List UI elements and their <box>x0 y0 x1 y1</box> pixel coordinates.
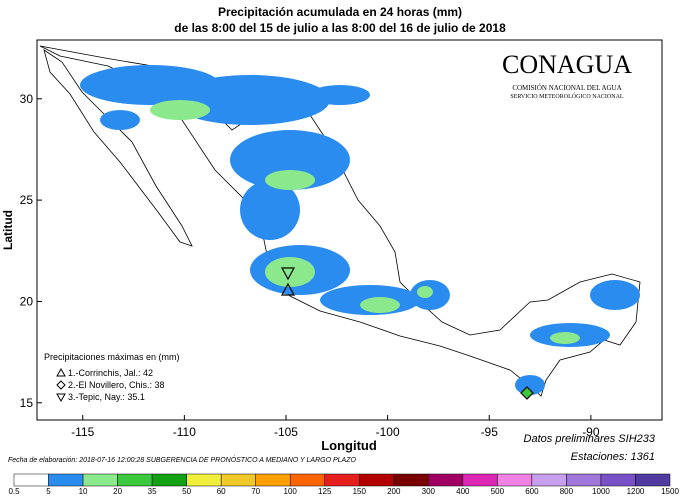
x-axis-label: Longitud <box>321 438 377 453</box>
colorbar-swatch <box>186 473 222 487</box>
colorbar-swatch <box>531 473 567 487</box>
colorbar-label: 500 <box>491 487 505 495</box>
colorbar-label: 1500 <box>661 487 679 495</box>
colorbar-label: 0.5 <box>8 487 20 495</box>
title: Precipitación acumulada en 24 horas (mm) <box>218 5 462 19</box>
colorbar-label: 70 <box>251 487 260 495</box>
colorbar-label: 200 <box>387 487 401 495</box>
legend-symbol <box>56 380 66 390</box>
colorbar-label: 10 <box>79 487 88 495</box>
maxima-entry: 3.-Tepic, Nay.: 35.1 <box>68 392 145 402</box>
legend-symbol <box>56 367 66 377</box>
colorbar-swatch <box>48 473 84 487</box>
colorbar-swatch <box>13 473 49 487</box>
colorbar-swatch <box>566 473 602 487</box>
footer-date: Fecha de elaboración: 2018-07-16 12:00:2… <box>8 455 356 464</box>
y-tick-label: 30 <box>20 92 34 106</box>
legend-symbol <box>56 393 66 403</box>
colorbar-swatch <box>635 473 671 487</box>
colorbar-label: 300 <box>422 487 436 495</box>
colorbar-label: 1200 <box>627 487 645 495</box>
colorbar-swatch <box>428 473 464 487</box>
marker-diamond <box>520 386 534 400</box>
x-tick-label: -115 <box>71 425 94 439</box>
colorbar-swatch <box>220 473 256 487</box>
colorbar-swatch <box>82 473 118 487</box>
y-tick-label: 25 <box>20 193 34 207</box>
colorbar-swatch <box>324 473 360 487</box>
colorbar-label: 60 <box>217 487 226 495</box>
colorbar-label: 50 <box>182 487 191 495</box>
y-tick-label: 20 <box>20 294 34 308</box>
peninsula-outline <box>43 49 193 247</box>
footer-stations: Estaciones: 1361 <box>571 451 655 463</box>
footer-note: Datos preliminares SIH233 <box>524 433 656 445</box>
colorbar-swatch <box>462 473 498 487</box>
maxima-entry: 2.-El Novillero, Chis.: 38 <box>68 380 165 390</box>
marker-inverted-triangle <box>280 267 296 281</box>
colorbar-swatch <box>600 473 636 487</box>
colorbar-label: 5 <box>46 487 51 495</box>
colorbar-swatch <box>255 473 291 487</box>
colorbar-label: 35 <box>148 487 157 495</box>
colorbar-swatch <box>359 473 395 487</box>
colorbar-label: 125 <box>318 487 332 495</box>
logo-line: SERVICIO METEOROLÓGICO NACIONAL <box>510 92 624 100</box>
colorbar-label: 800 <box>560 487 574 495</box>
x-tick-label: -100 <box>376 425 400 439</box>
x-tick-label: -95 <box>481 425 499 439</box>
map <box>36 39 663 421</box>
x-tick-label: -110 <box>173 425 196 439</box>
logo-line: COMISIÓN NACIONAL DEL AGUA <box>512 84 621 92</box>
station-markers <box>280 267 534 400</box>
colorbar: 0.5 5 10 20 35 50 60 70 100 125 150 200 300 400 500 600… <box>8 473 679 496</box>
colorbar-swatch <box>289 473 325 487</box>
colorbar-label: 20 <box>113 487 122 495</box>
logo-name: CONAGUA <box>502 50 632 79</box>
subtitle: de las 8:00 del 15 de julio a las 8:00 d… <box>174 21 506 35</box>
colorbar-label: 600 <box>525 487 539 495</box>
maxima-title: Precipitaciones máximas en (mm) <box>44 352 180 362</box>
colorbar-label: 400 <box>456 487 470 495</box>
colorbar-swatch <box>393 473 429 487</box>
colorbar-swatch <box>117 473 153 487</box>
rain-area-moderate <box>150 100 580 344</box>
colorbar-label: 1000 <box>592 487 610 495</box>
x-tick-label: -105 <box>274 425 298 439</box>
maxima-list: 1.-Corrinchis, Jal.: 42 2.-El Novillero,… <box>56 367 165 403</box>
colorbar-label: 150 <box>353 487 367 495</box>
y-tick-label: 15 <box>20 396 34 410</box>
colorbar-swatch <box>151 473 187 487</box>
colorbar-label: 100 <box>284 487 298 495</box>
maxima-entry: 1.-Corrinchis, Jal.: 42 <box>68 368 153 378</box>
x-tick-label: -90 <box>582 425 600 439</box>
marker-triangle <box>280 282 296 296</box>
colorbar-swatch <box>497 473 533 487</box>
y-axis-label: Latitud <box>1 210 15 250</box>
